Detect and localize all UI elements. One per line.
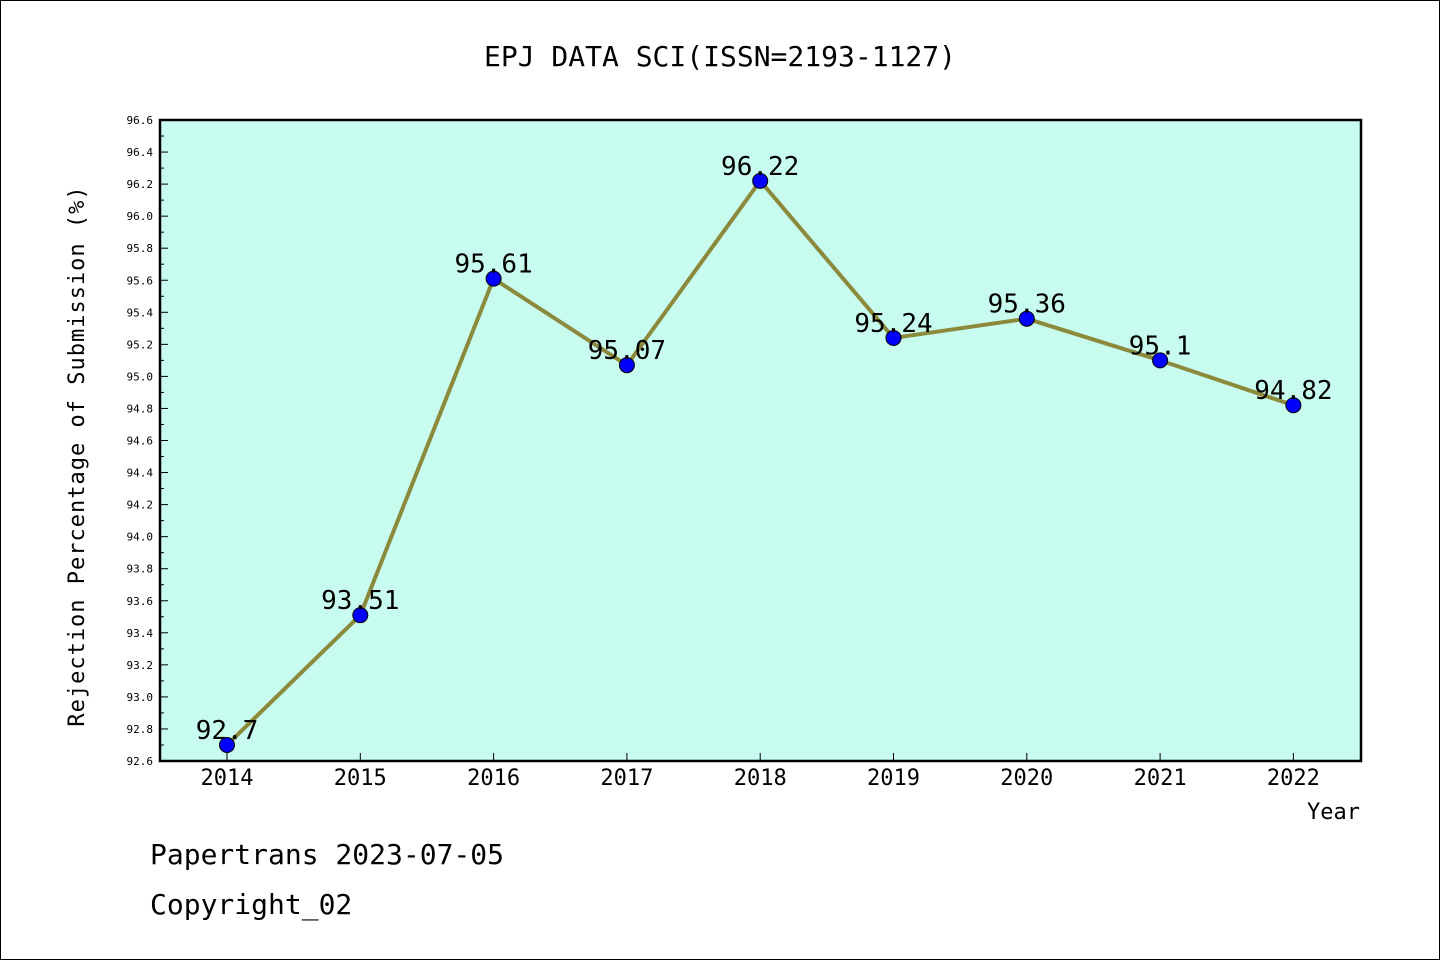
x-tick-label: 2021 (1134, 766, 1187, 791)
data-markers (219, 172, 1302, 753)
y-tick-label: 94.4 (127, 467, 154, 480)
y-tick-label: 94.8 (127, 402, 154, 415)
x-tick-label: 2015 (334, 766, 387, 791)
data-label: 93.51 (321, 586, 399, 616)
y-axis-label: Rejection Percentage of Submission (%) (65, 185, 90, 726)
y-tick-label: 96.2 (127, 178, 154, 191)
data-label: 94.82 (1254, 376, 1332, 406)
data-point (219, 736, 235, 753)
y-tick-label: 94.6 (127, 435, 154, 448)
y-tick-label: 93.8 (127, 563, 154, 576)
data-label: 95.61 (454, 250, 532, 280)
y-tick-label: 93.2 (127, 659, 154, 672)
y-tick-label: 92.8 (127, 723, 154, 736)
y-tick-label: 93.6 (127, 595, 154, 608)
data-label: 95.36 (988, 290, 1066, 320)
y-axis-ticks: 92.6 92.8 93.0 93.2 93.4 93.6 93.8 94.0 94.2 94.4… (127, 114, 168, 768)
data-point (752, 172, 769, 189)
data-label: 96.22 (721, 152, 799, 182)
data-point (1018, 310, 1035, 327)
y-tick-label: 93.0 (127, 691, 154, 704)
data-label: 92.7 (196, 716, 259, 746)
data-point (885, 329, 902, 346)
x-axis-label: Year (1307, 800, 1360, 825)
y-tick-label: 95.2 (127, 338, 154, 351)
chart-title: EPJ DATA SCI(ISSN=2193-1127) (484, 40, 956, 73)
x-tick-label: 2019 (867, 766, 920, 791)
y-tick-label: 95.8 (127, 242, 154, 255)
plot-border (158, 118, 1363, 763)
y-tick-label: 96.4 (127, 146, 154, 159)
x-axis-ticks: 2014 2015 2016 2017 2018 2019 2020 2021 2022 (201, 753, 1320, 791)
y-tick-label: 93.4 (127, 627, 154, 640)
data-labels: 92.7 93.51 95.61 95.07 96.22 95.24 95.36 95.1 94… (196, 152, 1333, 746)
data-point (618, 357, 635, 374)
x-tick-label: 2022 (1267, 766, 1320, 791)
footer-date: Papertrans 2023-07-05 (150, 838, 504, 871)
x-tick-label: 2017 (600, 766, 653, 791)
data-label: 95.1 (1129, 331, 1192, 361)
y-tick-label: 95.4 (127, 306, 154, 319)
y-tick-label: 95.6 (127, 274, 154, 287)
x-tick-label: 2016 (467, 766, 520, 791)
plot-area (160, 120, 1361, 761)
footer-copyright: Copyright_02 (150, 888, 352, 922)
data-label: 95.24 (854, 309, 932, 339)
data-point (1152, 352, 1169, 369)
y-tick-label: 95.0 (127, 370, 154, 383)
data-point (352, 607, 369, 624)
y-tick-label: 96.0 (127, 210, 154, 223)
x-tick-label: 2014 (201, 766, 254, 791)
x-tick-label: 2020 (1000, 766, 1053, 791)
x-tick-label: 2018 (734, 766, 787, 791)
y-tick-label: 96.6 (127, 114, 154, 127)
y-tick-label: 94.2 (127, 499, 154, 512)
y-tick-label: 94.0 (127, 531, 154, 544)
data-label: 95.07 (588, 336, 666, 366)
data-point (1285, 397, 1302, 414)
y-tick-label: 92.6 (127, 755, 154, 768)
data-point (485, 270, 502, 287)
